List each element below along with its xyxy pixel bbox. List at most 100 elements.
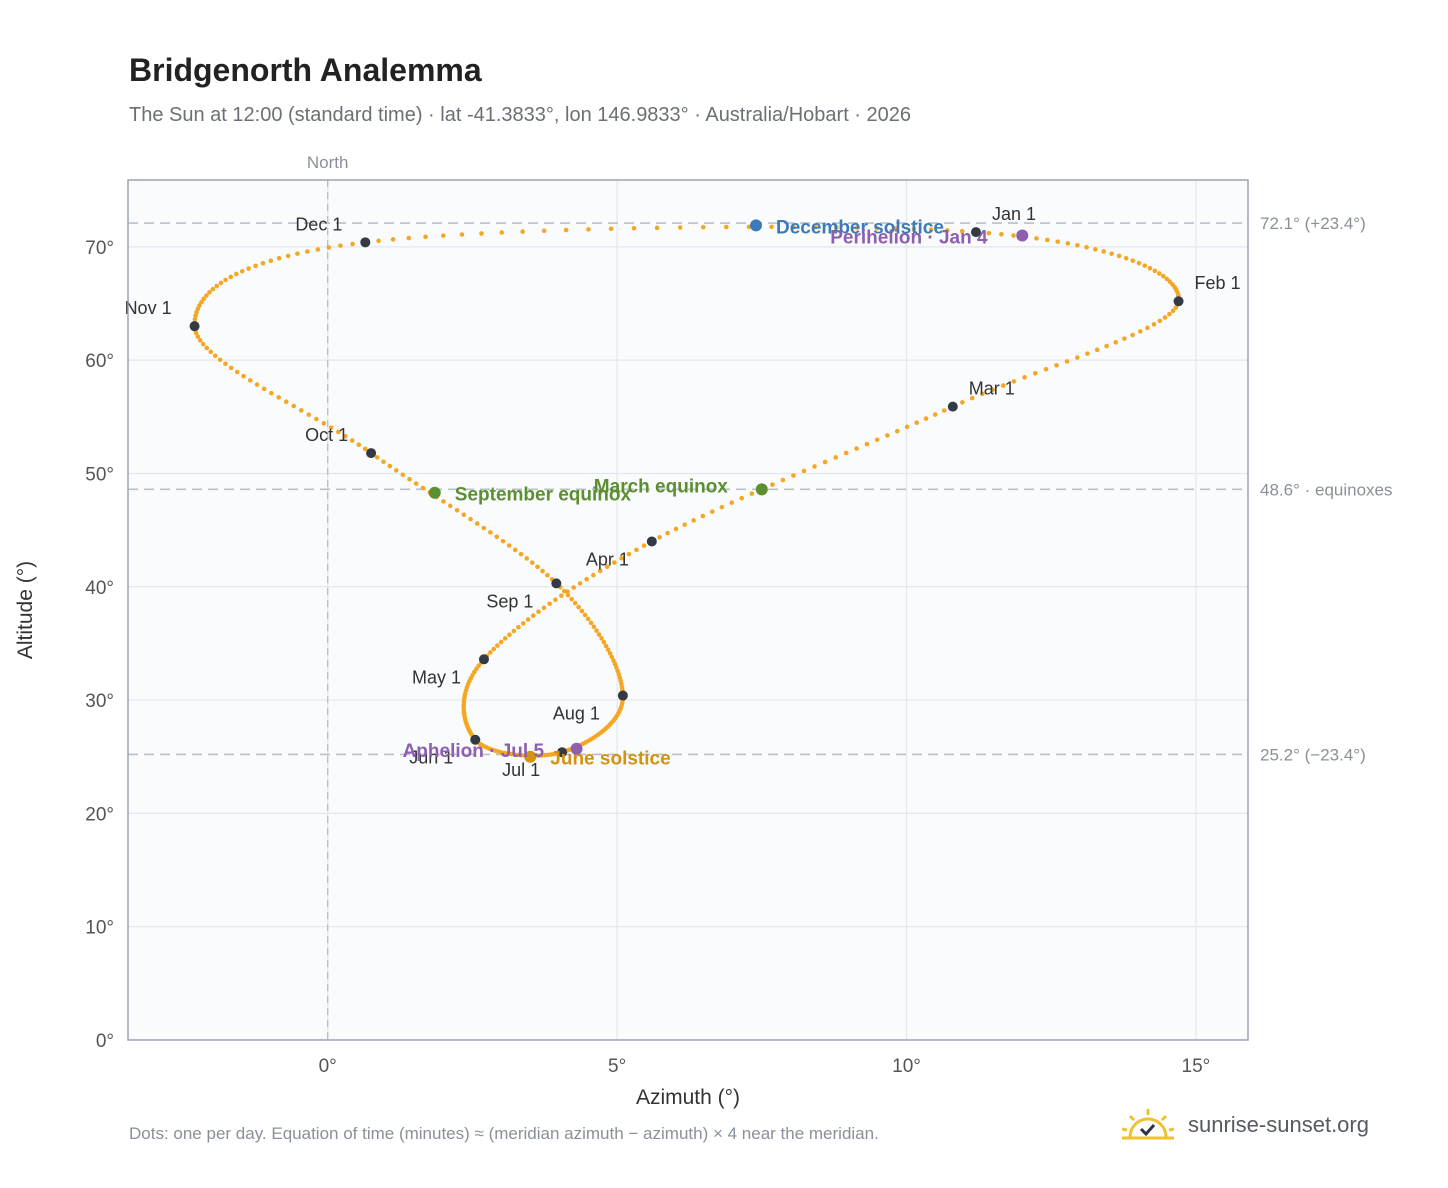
day-dot — [459, 232, 465, 237]
month-label: Apr 1 — [586, 549, 629, 569]
day-dot — [520, 229, 525, 234]
day-dot — [441, 233, 446, 238]
day-dot — [591, 624, 597, 630]
day-dot — [518, 752, 524, 758]
day-dot — [406, 235, 412, 241]
day-dot — [254, 382, 260, 387]
x-tick-label: 10° — [892, 1056, 921, 1077]
event-label: September equinox — [455, 485, 632, 506]
day-dot — [932, 412, 938, 417]
day-dot — [349, 438, 355, 443]
plot-frame — [127, 179, 1249, 1041]
day-dot — [1064, 359, 1070, 364]
day-dot — [604, 564, 610, 570]
day-dot — [673, 526, 679, 532]
day-dot — [626, 551, 632, 557]
brand-logo[interactable]: sunrise-sunset.org — [1120, 1100, 1369, 1150]
day-dot — [960, 400, 965, 405]
day-dot — [612, 560, 617, 565]
day-dot — [525, 617, 531, 622]
day-dot — [576, 604, 581, 610]
day-dot — [217, 357, 223, 363]
day-dot — [518, 551, 524, 557]
day-dot — [1075, 243, 1080, 248]
day-dot — [729, 500, 735, 505]
y-tick-label: 30° — [85, 691, 114, 712]
day-dot — [749, 491, 755, 496]
day-dot — [314, 416, 319, 422]
day-dot — [479, 231, 484, 236]
day-dot — [420, 485, 426, 491]
day-dot — [208, 349, 214, 355]
day-dot — [654, 225, 660, 231]
day-dot — [1170, 308, 1176, 314]
month-label: Jan 1 — [992, 204, 1036, 224]
month-marker — [366, 448, 377, 459]
day-dot — [387, 463, 393, 469]
day-dot — [1094, 347, 1100, 353]
day-dot — [506, 543, 512, 548]
day-dot — [770, 482, 775, 487]
event-marker — [1016, 229, 1029, 242]
day-dot — [605, 647, 611, 652]
day-dot — [591, 572, 596, 578]
day-dot — [986, 230, 992, 236]
day-dot — [536, 753, 541, 758]
x-axis-label: Azimuth (°) — [636, 1086, 740, 1109]
day-dot — [1136, 260, 1142, 266]
day-dot — [813, 224, 818, 230]
day-dot — [476, 663, 482, 668]
day-dot — [276, 255, 282, 261]
x-tick-label: 5° — [608, 1056, 626, 1077]
day-dot — [214, 283, 220, 289]
day-dot — [441, 499, 446, 504]
y-tick-label: 50° — [85, 464, 114, 485]
north-label: North — [307, 153, 349, 172]
day-dot — [914, 420, 919, 425]
day-dot — [588, 620, 594, 626]
day-dot — [507, 632, 512, 638]
y-tick-label: 70° — [85, 238, 114, 259]
day-dot — [1085, 351, 1090, 356]
day-dot — [1123, 255, 1129, 261]
day-dot — [315, 247, 321, 252]
day-dot — [959, 228, 965, 234]
day-dot — [197, 303, 202, 308]
day-dot — [833, 455, 838, 460]
day-dot — [374, 455, 380, 460]
event-label: Aphelion · Jul 5 — [403, 741, 545, 762]
day-dot — [563, 227, 569, 233]
month-marker — [189, 321, 200, 332]
day-dot — [1145, 325, 1150, 331]
event-marker — [755, 483, 768, 496]
day-dot — [1109, 251, 1114, 256]
month-label: Jun 1 — [409, 748, 453, 768]
month-markers: Jan 1 Feb 1 Mar 1 Apr 1 May 1 Jun 1 Jul 1 Aug 1… — [125, 204, 1241, 780]
day-dot — [1167, 311, 1172, 317]
day-dot — [1034, 236, 1039, 241]
month-marker — [646, 536, 657, 547]
day-dot — [603, 643, 609, 649]
day-dot — [944, 228, 950, 233]
day-dot — [516, 624, 521, 630]
day-dot — [665, 530, 670, 536]
day-dot — [723, 224, 729, 230]
month-label: Feb 1 — [1195, 273, 1241, 293]
day-dot — [321, 421, 327, 426]
y-tick-label: 40° — [85, 578, 114, 599]
footnote: Dots: one per day. Equation of time (min… — [129, 1124, 879, 1143]
day-dot — [545, 572, 550, 578]
event-marker — [570, 742, 583, 755]
day-dot — [298, 408, 304, 413]
day-dot — [204, 345, 210, 351]
day-dot — [241, 373, 246, 379]
day-dot — [577, 581, 583, 586]
day-dot — [488, 530, 493, 535]
day-dot — [1104, 343, 1109, 349]
axes: 0° 10° 20° 30° 40° 50° 60° 70° 0° 5° 10° 15° — [85, 238, 1210, 1077]
day-dot — [572, 600, 578, 606]
day-dot — [461, 512, 467, 518]
day-dot — [1152, 268, 1158, 274]
day-dot — [253, 263, 258, 269]
day-dot — [607, 651, 613, 656]
